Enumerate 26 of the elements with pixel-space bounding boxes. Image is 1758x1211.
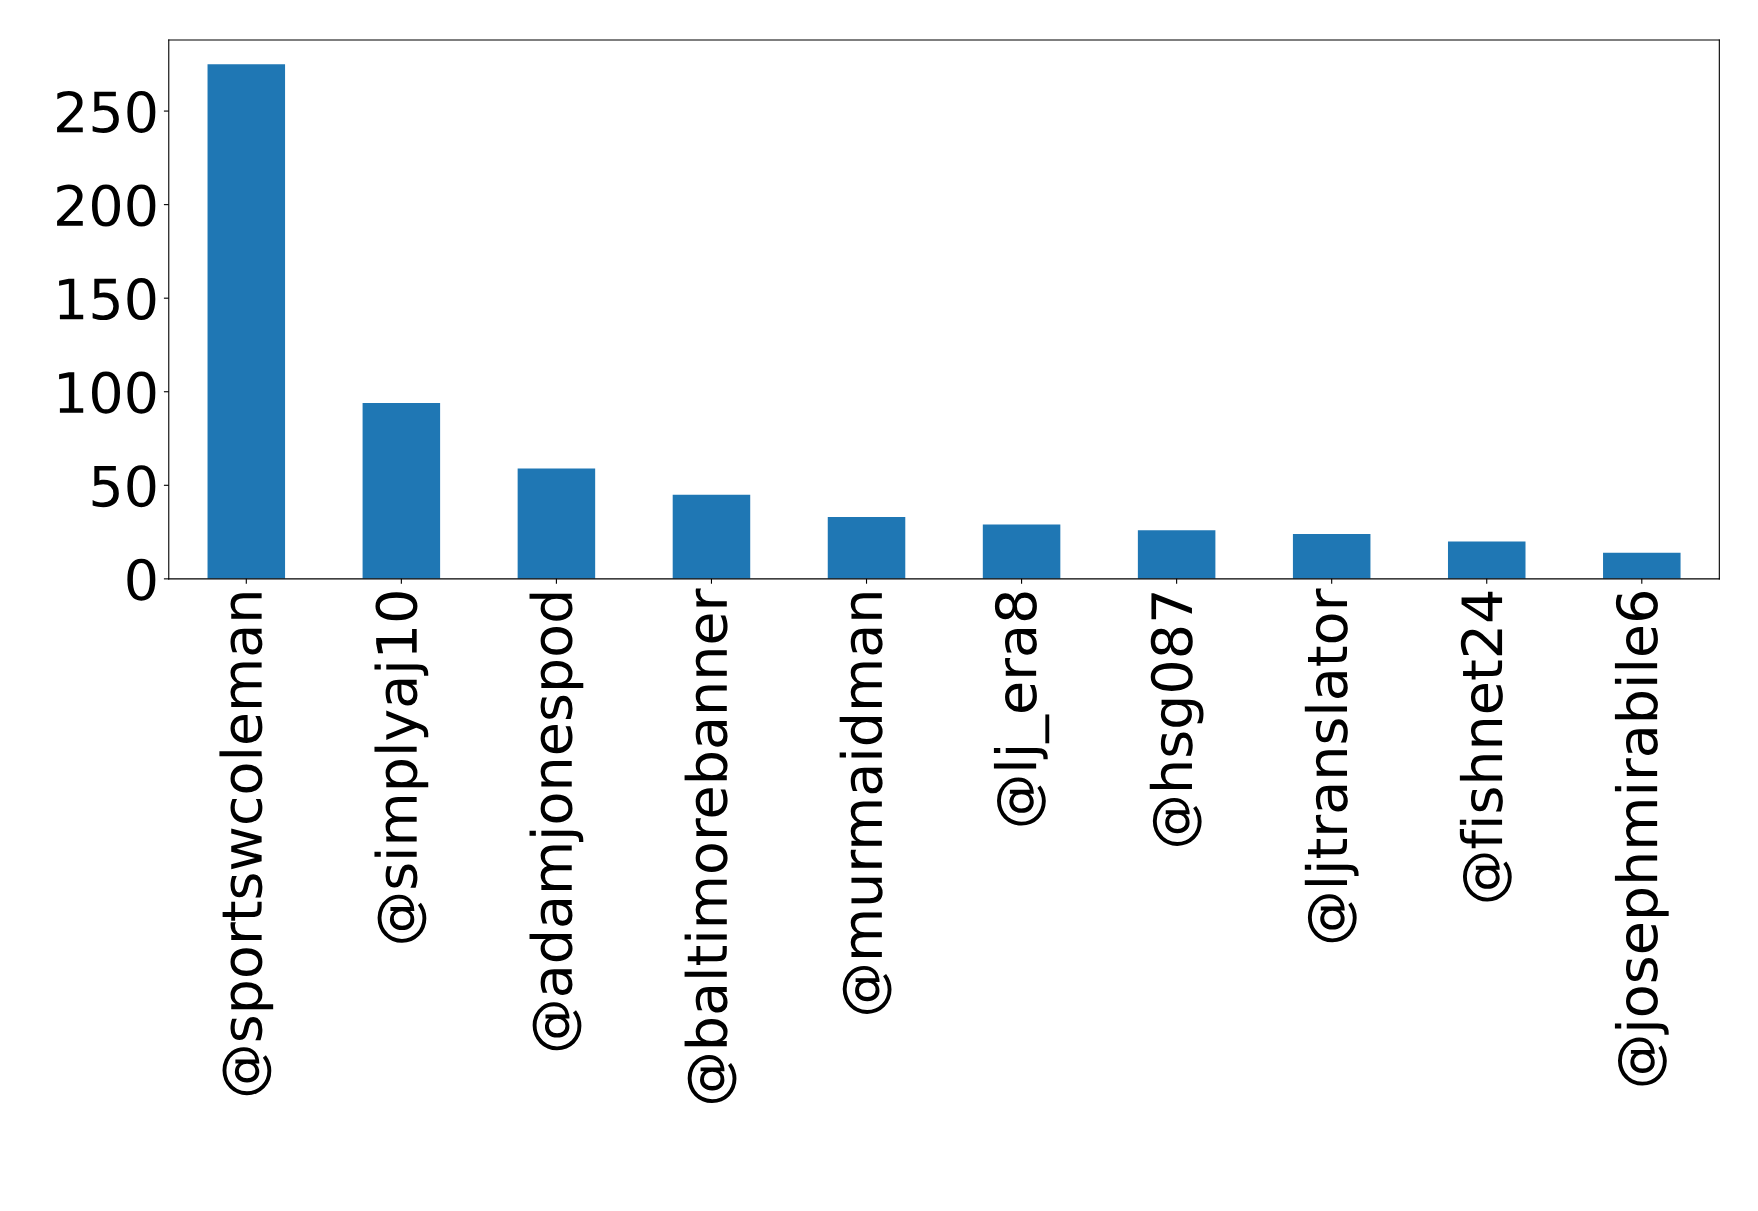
y-tick-label: 50: [92, 465, 156, 508]
bar: [982, 524, 1061, 579]
y-tick-label: 250: [57, 90, 156, 133]
x-tick-label: @baltimorebanner: [684, 588, 737, 1104]
bar: [362, 402, 441, 579]
y-tick-label: 200: [57, 184, 156, 227]
y-tick-label: 150: [59, 278, 156, 321]
x-tick-label: @ljtranslator: [1304, 588, 1359, 943]
x-tick-label: @simplyaj10: [374, 592, 429, 943]
x-tick-label: @fishnet24: [1459, 591, 1512, 902]
x-tick-label: @lj_era8: [993, 592, 1050, 826]
y-tick-label: 100: [59, 371, 156, 414]
x-tick-label: @josephmirabile6: [1614, 592, 1669, 1086]
bar: [1292, 533, 1371, 579]
x-tick-label: @adamjonespod: [529, 593, 584, 1051]
x-tick-label: @murmaidman: [839, 593, 892, 1014]
x-tick-label: @sportswcoleman: [219, 593, 274, 1096]
bar: [672, 494, 751, 579]
x-tick-label: @hsg087: [1149, 593, 1204, 846]
bar: [1137, 530, 1216, 579]
bar: [517, 468, 596, 579]
bar: [827, 517, 906, 579]
bar: [207, 64, 286, 579]
bar: [1447, 541, 1526, 579]
bar: [1603, 552, 1681, 579]
y-tick-label: 0: [127, 558, 156, 601]
